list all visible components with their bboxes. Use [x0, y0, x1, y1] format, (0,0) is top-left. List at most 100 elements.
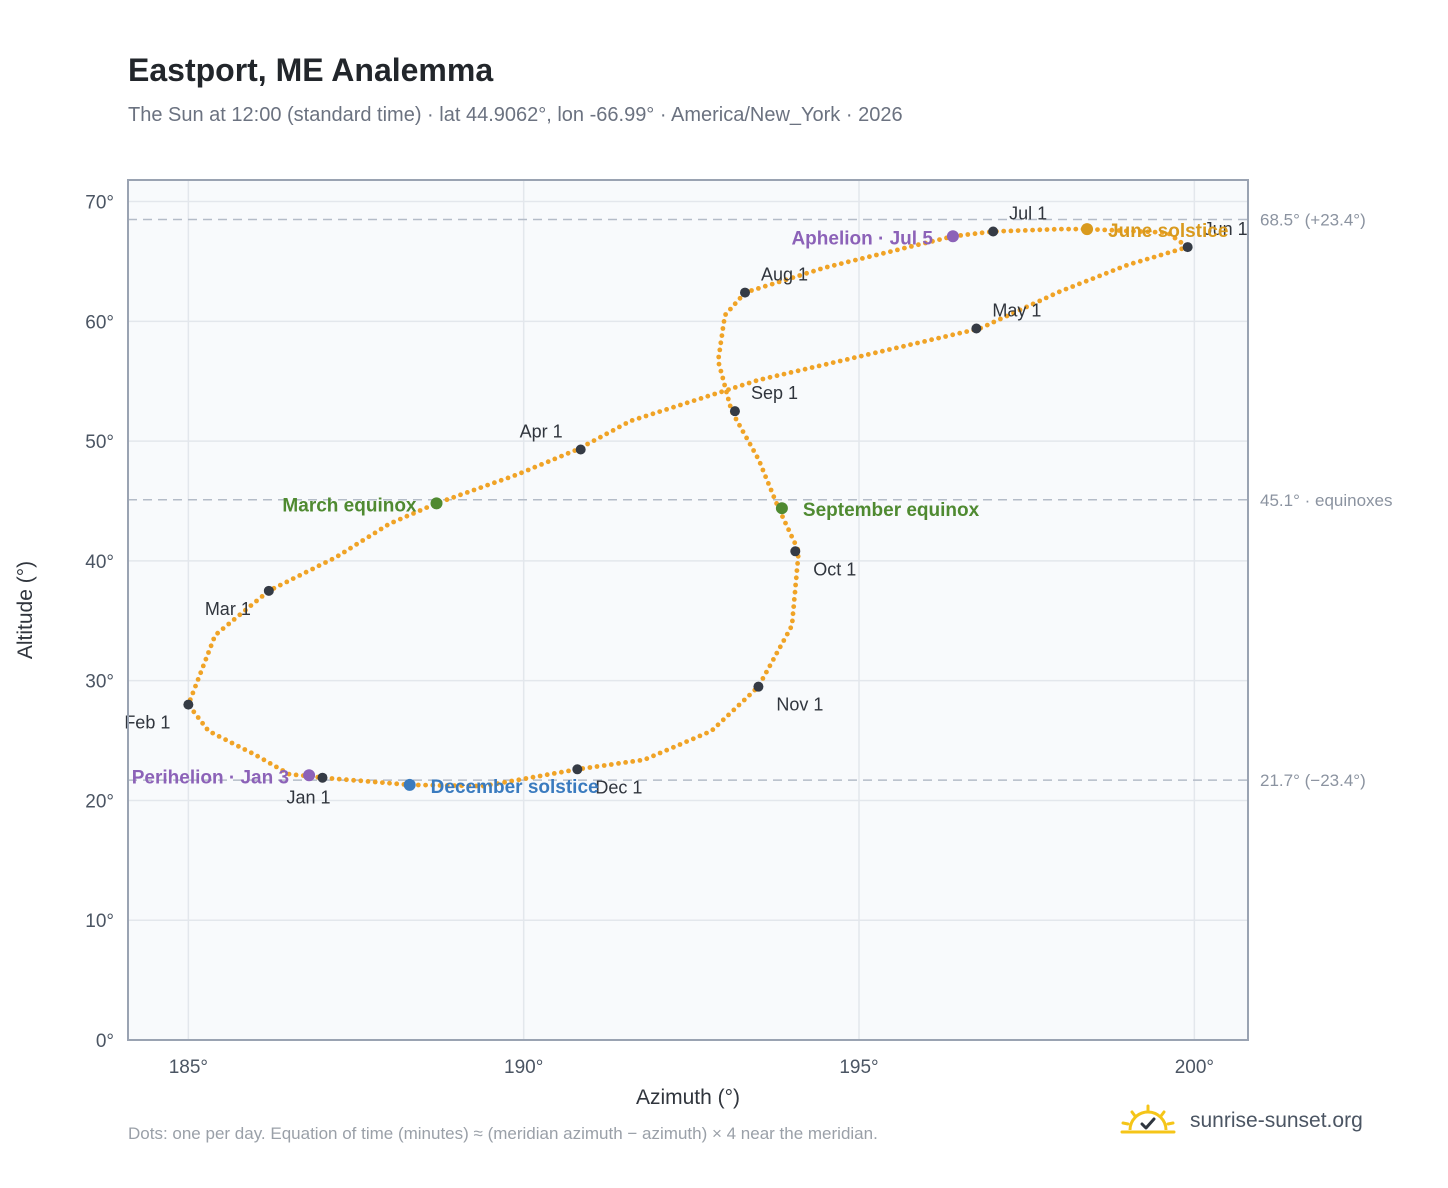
daily-dot: [718, 368, 724, 374]
daily-dot: [280, 768, 286, 773]
daily-dot: [316, 563, 322, 569]
daily-dot: [601, 763, 607, 768]
daily-dot: [1050, 292, 1056, 298]
daily-dot: [809, 365, 815, 370]
daily-dot: [923, 240, 928, 246]
daily-dot: [190, 690, 196, 696]
daily-dot: [537, 773, 543, 779]
daily-dot: [1037, 227, 1043, 233]
daily-dot: [767, 663, 773, 669]
daily-dot: [358, 778, 364, 784]
daily-dot: [623, 421, 629, 426]
daily-dot: [459, 783, 464, 789]
daily-dot: [384, 522, 390, 528]
daily-dot: [1090, 276, 1096, 281]
daily-dot: [788, 370, 794, 375]
y-axis-label: Altitude (°): [14, 561, 37, 659]
daily-dot: [488, 782, 493, 788]
daily-dot: [684, 400, 690, 406]
daily-dot: [1159, 230, 1165, 235]
daily-dot: [726, 387, 731, 392]
daily-dot: [881, 250, 886, 256]
daily-dot: [732, 301, 738, 307]
daily-dot: [365, 779, 371, 784]
event-marker: [430, 497, 443, 510]
daily-dot: [329, 556, 335, 562]
daily-dot: [930, 238, 935, 244]
daily-dot: [838, 261, 844, 266]
daily-dot: [853, 257, 858, 263]
daily-dot: [728, 306, 733, 312]
daily-dot: [372, 530, 378, 536]
daily-dot: [516, 777, 522, 783]
daily-dot: [473, 783, 479, 789]
daily-dot: [523, 776, 529, 781]
daily-dot: [816, 363, 822, 369]
daily-dot: [198, 670, 204, 676]
daily-dot: [1137, 258, 1143, 264]
daily-dot: [229, 740, 235, 746]
daily-dot: [823, 361, 829, 367]
daily-dot: [797, 273, 803, 278]
chart-title: Eastport, ME Analemma: [128, 52, 494, 88]
daily-dot: [237, 612, 243, 618]
daily-dot: [458, 492, 463, 498]
reference-line-label: 21.7° (−23.4°): [1260, 771, 1366, 790]
daily-dot: [741, 697, 747, 703]
daily-dot: [651, 753, 656, 759]
brand-logo[interactable]: sunrise-sunset.org: [1120, 1104, 1363, 1138]
daily-dot: [979, 230, 985, 236]
daily-dot: [749, 288, 754, 293]
daily-dot: [492, 480, 497, 486]
daily-dot: [1172, 248, 1178, 254]
daily-dot: [485, 482, 490, 488]
daily-dot: [771, 494, 777, 500]
daily-dot: [551, 771, 557, 776]
daily-dot: [794, 568, 800, 573]
daily-dot: [888, 249, 893, 255]
daily-dot: [480, 783, 486, 789]
daily-dot: [790, 275, 796, 280]
daily-dot: [430, 782, 436, 788]
daily-dot: [1097, 273, 1102, 279]
daily-dot: [780, 514, 785, 519]
daily-dot: [200, 663, 206, 669]
daily-dot: [837, 358, 843, 364]
daily-dot: [895, 247, 900, 253]
daily-dot: [762, 283, 768, 289]
daily-dot: [733, 416, 739, 422]
daily-dot: [789, 533, 794, 539]
reference-line-label: 45.1° · equinoxes: [1260, 491, 1393, 510]
daily-dot: [719, 333, 725, 338]
daily-dot: [404, 513, 410, 519]
daily-dot: [366, 534, 372, 540]
daily-dot: [715, 722, 721, 728]
daily-dot: [1152, 229, 1158, 235]
daily-dot: [452, 783, 457, 788]
daily-dot: [740, 429, 746, 434]
daily-dot: [616, 761, 621, 766]
event-marker: [775, 502, 788, 515]
daily-dot: [908, 342, 913, 347]
month-marker: [790, 546, 801, 557]
daily-dot: [594, 764, 600, 769]
daily-dot: [865, 352, 871, 357]
daily-dot: [1117, 265, 1123, 271]
daily-dot: [502, 779, 507, 785]
month-label: Jun 1: [1204, 219, 1248, 239]
event-label: September equinox: [803, 500, 980, 521]
daily-dot: [636, 415, 642, 421]
daily-dot: [784, 631, 790, 637]
daily-dot: [1166, 231, 1172, 237]
daily-dot: [415, 782, 421, 788]
daily-dot: [721, 319, 727, 324]
daily-dot: [991, 319, 997, 325]
x-tick-label: 185°: [169, 1057, 208, 1078]
daily-dot: [329, 776, 335, 781]
daily-dot: [1024, 304, 1029, 310]
daily-dot: [1004, 313, 1010, 319]
event-label: Aphelion · Jul 5: [791, 228, 933, 249]
daily-dot: [215, 630, 221, 636]
daily-dot: [354, 541, 359, 547]
daily-dot: [378, 526, 384, 532]
